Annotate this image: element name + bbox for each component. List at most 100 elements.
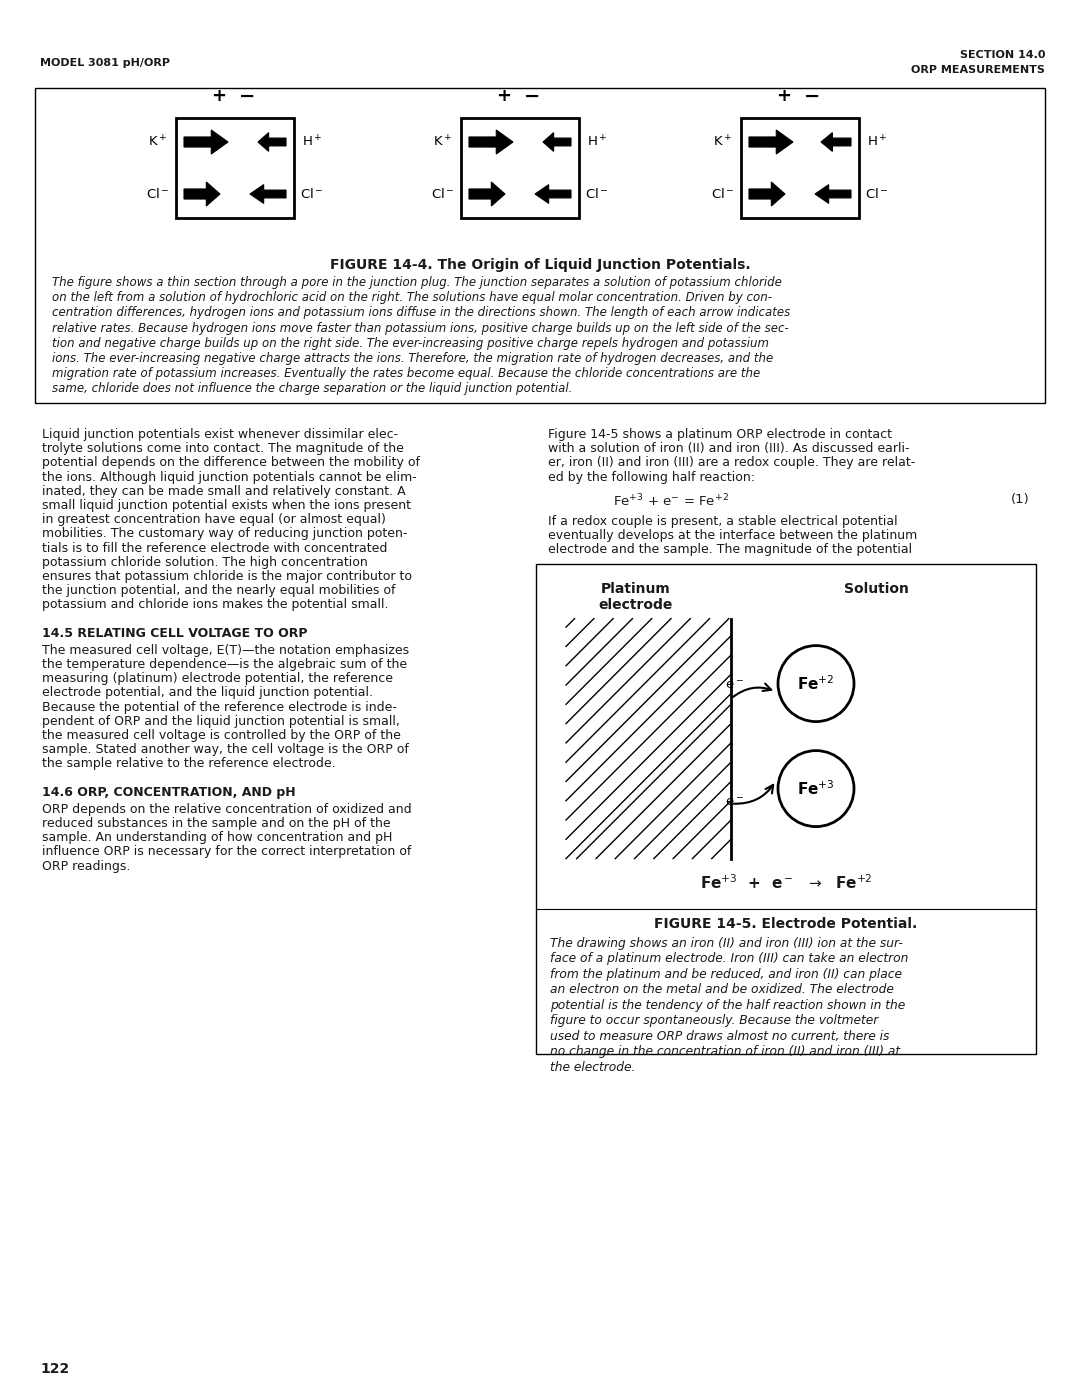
Text: K$^+$: K$^+$ <box>713 134 732 149</box>
Text: sample. An understanding of how concentration and pH: sample. An understanding of how concentr… <box>42 831 392 844</box>
Text: trolyte solutions come into contact. The magnitude of the: trolyte solutions come into contact. The… <box>42 443 404 455</box>
Text: from the platinum and be reduced, and iron (II) can place: from the platinum and be reduced, and ir… <box>550 968 902 981</box>
Text: 14.5 RELATING CELL VOLTAGE TO ORP: 14.5 RELATING CELL VOLTAGE TO ORP <box>42 627 308 640</box>
Text: the ions. Although liquid junction potentials cannot be elim-: the ions. Although liquid junction poten… <box>42 471 417 483</box>
Text: The figure shows a thin section through a pore in the junction plug. The junctio: The figure shows a thin section through … <box>52 277 782 289</box>
Polygon shape <box>543 133 571 151</box>
Text: The drawing shows an iron (II) and iron (III) ion at the sur-: The drawing shows an iron (II) and iron … <box>550 936 903 950</box>
Text: FIGURE 14-5. Electrode Potential.: FIGURE 14-5. Electrode Potential. <box>654 916 918 930</box>
Text: the temperature dependence—is the algebraic sum of the: the temperature dependence—is the algebr… <box>42 658 407 671</box>
Text: migration rate of potassium increases. Eventually the rates become equal. Becaus: migration rate of potassium increases. E… <box>52 367 760 380</box>
Text: tion and negative charge builds up on the right side. The ever-increasing positi: tion and negative charge builds up on th… <box>52 337 769 349</box>
Text: sample. Stated another way, the cell voltage is the ORP of: sample. Stated another way, the cell vol… <box>42 743 409 756</box>
Text: +: + <box>497 87 512 105</box>
Polygon shape <box>815 184 851 204</box>
Text: electrode potential, and the liquid junction potential.: electrode potential, and the liquid junc… <box>42 686 373 700</box>
Text: Cl$^-$: Cl$^-$ <box>300 187 324 201</box>
Text: If a redox couple is present, a stable electrical potential: If a redox couple is present, a stable e… <box>548 515 897 528</box>
Text: H$^+$: H$^+$ <box>866 134 888 149</box>
Bar <box>741 117 859 218</box>
Polygon shape <box>469 182 505 205</box>
Text: measuring (platinum) electrode potential, the reference: measuring (platinum) electrode potential… <box>42 672 393 685</box>
Text: Fe$^{+3}$ + e$^{-}$ = Fe$^{+2}$: Fe$^{+3}$ + e$^{-}$ = Fe$^{+2}$ <box>613 493 729 510</box>
Text: (1): (1) <box>1011 493 1030 506</box>
Text: relative rates. Because hydrogen ions move faster than potassium ions, positive : relative rates. Because hydrogen ions mo… <box>52 321 788 335</box>
Text: −: − <box>524 87 540 106</box>
Bar <box>461 117 579 218</box>
Text: H$^+$: H$^+$ <box>301 134 322 149</box>
Text: in greatest concentration have equal (or almost equal): in greatest concentration have equal (or… <box>42 513 386 527</box>
Text: K$^+$: K$^+$ <box>148 134 167 149</box>
Text: potassium and chloride ions makes the potential small.: potassium and chloride ions makes the po… <box>42 598 389 612</box>
Text: on the left from a solution of hydrochloric acid on the right. The solutions hav: on the left from a solution of hydrochlo… <box>52 291 772 305</box>
Polygon shape <box>535 184 571 204</box>
Text: potential is the tendency of the half reaction shown in the: potential is the tendency of the half re… <box>550 999 905 1011</box>
Text: Fe$^{+3}$: Fe$^{+3}$ <box>797 780 835 798</box>
Text: Cl$^-$: Cl$^-$ <box>431 187 455 201</box>
Text: Cl$^-$: Cl$^-$ <box>146 187 170 201</box>
Text: ions. The ever-increasing negative charge attracts the ions. Therefore, the migr: ions. The ever-increasing negative charg… <box>52 352 773 365</box>
Text: ORP MEASUREMENTS: ORP MEASUREMENTS <box>912 66 1045 75</box>
Text: small liquid junction potential exists when the ions present: small liquid junction potential exists w… <box>42 499 411 511</box>
Text: inated, they can be made small and relatively constant. A: inated, they can be made small and relat… <box>42 485 406 497</box>
Polygon shape <box>258 133 286 151</box>
Text: Cl$^-$: Cl$^-$ <box>712 187 734 201</box>
Polygon shape <box>249 184 286 204</box>
Polygon shape <box>184 130 228 154</box>
Text: ORP readings.: ORP readings. <box>42 859 131 873</box>
Text: ed by the following half reaction:: ed by the following half reaction: <box>548 471 755 483</box>
Text: face of a platinum electrode. Iron (III) can take an electron: face of a platinum electrode. Iron (III)… <box>550 953 908 965</box>
Bar <box>536 563 1036 1053</box>
Text: e$^-$: e$^-$ <box>725 679 744 692</box>
Text: −: − <box>239 87 255 106</box>
Text: no change in the concentration of iron (II) and iron (III) at: no change in the concentration of iron (… <box>550 1045 900 1058</box>
Text: an electron on the metal and be oxidized. The electrode: an electron on the metal and be oxidized… <box>550 983 894 996</box>
Text: used to measure ORP draws almost no current, there is: used to measure ORP draws almost no curr… <box>550 1030 889 1042</box>
Text: er, iron (II) and iron (III) are a redox couple. They are relat-: er, iron (II) and iron (III) are a redox… <box>548 457 915 469</box>
Text: reduced substances in the sample and on the pH of the: reduced substances in the sample and on … <box>42 817 391 830</box>
Text: Fe$^{+2}$: Fe$^{+2}$ <box>797 675 835 693</box>
Text: 14.6 ORP, CONCENTRATION, AND pH: 14.6 ORP, CONCENTRATION, AND pH <box>42 785 296 799</box>
Text: SECTION 14.0: SECTION 14.0 <box>959 50 1045 60</box>
Polygon shape <box>750 130 793 154</box>
Text: −: − <box>804 87 820 106</box>
Text: influence ORP is necessary for the correct interpretation of: influence ORP is necessary for the corre… <box>42 845 411 858</box>
Polygon shape <box>184 182 220 205</box>
Text: Cl$^-$: Cl$^-$ <box>585 187 609 201</box>
Text: potential depends on the difference between the mobility of: potential depends on the difference betw… <box>42 457 420 469</box>
Circle shape <box>778 750 854 827</box>
Text: 122: 122 <box>40 1362 69 1376</box>
Text: pendent of ORP and the liquid junction potential is small,: pendent of ORP and the liquid junction p… <box>42 715 400 728</box>
Text: +: + <box>777 87 792 105</box>
Text: H$^+$: H$^+$ <box>586 134 607 149</box>
Text: Fe$^{+3}$  +  e$^-$  $\rightarrow$  Fe$^{+2}$: Fe$^{+3}$ + e$^-$ $\rightarrow$ Fe$^{+2}… <box>700 873 873 893</box>
Text: with a solution of iron (II) and iron (III). As discussed earli-: with a solution of iron (II) and iron (I… <box>548 443 909 455</box>
Text: The measured cell voltage, E(T)—the notation emphasizes: The measured cell voltage, E(T)—the nota… <box>42 644 409 657</box>
Text: Solution: Solution <box>843 581 908 595</box>
Text: Cl$^-$: Cl$^-$ <box>865 187 889 201</box>
Text: the measured cell voltage is controlled by the ORP of the: the measured cell voltage is controlled … <box>42 729 401 742</box>
Text: e$^-$: e$^-$ <box>725 796 744 809</box>
Text: centration differences, hydrogen ions and potassium ions diffuse in the directio: centration differences, hydrogen ions an… <box>52 306 791 320</box>
Text: the electrode.: the electrode. <box>550 1060 635 1074</box>
Text: eventually develops at the interface between the platinum: eventually develops at the interface bet… <box>548 529 917 542</box>
Text: Because the potential of the reference electrode is inde-: Because the potential of the reference e… <box>42 701 396 714</box>
Text: the junction potential, and the nearly equal mobilities of: the junction potential, and the nearly e… <box>42 584 395 597</box>
Polygon shape <box>469 130 513 154</box>
Text: Figure 14-5 shows a platinum ORP electrode in contact: Figure 14-5 shows a platinum ORP electro… <box>548 427 892 441</box>
Text: K$^+$: K$^+$ <box>433 134 453 149</box>
Polygon shape <box>821 133 851 151</box>
Circle shape <box>778 645 854 722</box>
Text: potassium chloride solution. The high concentration: potassium chloride solution. The high co… <box>42 556 368 569</box>
Text: tials is to fill the reference electrode with concentrated: tials is to fill the reference electrode… <box>42 542 388 555</box>
Text: FIGURE 14-4. The Origin of Liquid Junction Potentials.: FIGURE 14-4. The Origin of Liquid Juncti… <box>329 258 751 272</box>
Text: ORP depends on the relative concentration of oxidized and: ORP depends on the relative concentratio… <box>42 803 411 816</box>
Text: the sample relative to the reference electrode.: the sample relative to the reference ele… <box>42 757 336 770</box>
Text: Platinum
electrode: Platinum electrode <box>598 581 673 612</box>
Text: MODEL 3081 pH/ORP: MODEL 3081 pH/ORP <box>40 59 170 68</box>
Text: +: + <box>212 87 227 105</box>
Text: figure to occur spontaneously. Because the voltmeter: figure to occur spontaneously. Because t… <box>550 1014 878 1027</box>
Text: ensures that potassium chloride is the major contributor to: ensures that potassium chloride is the m… <box>42 570 411 583</box>
Bar <box>35 88 1045 402</box>
Polygon shape <box>750 182 785 205</box>
